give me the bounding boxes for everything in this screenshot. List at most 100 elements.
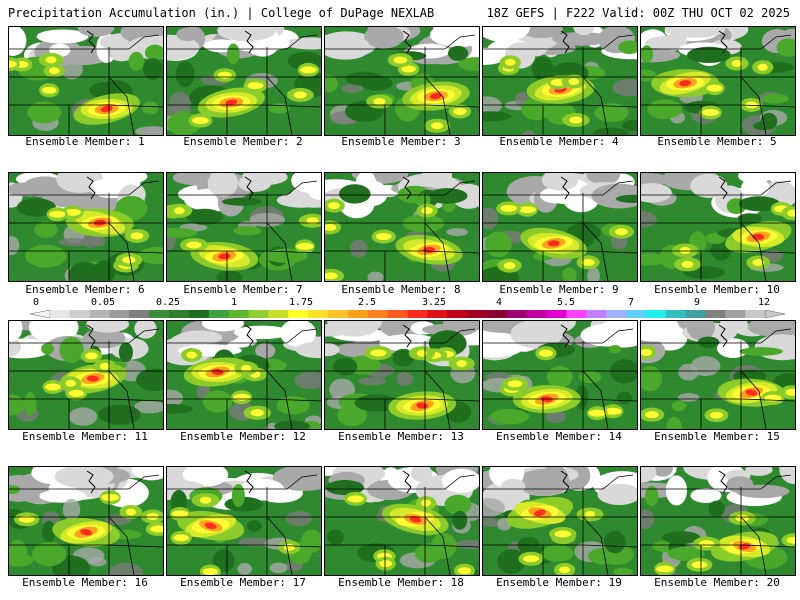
colorbar-tick-label: 1 (230, 297, 238, 308)
ensemble-member-panel (482, 26, 638, 136)
colorbar-swatch (347, 310, 369, 318)
ensemble-member-label: Ensemble Member: 11 (22, 430, 148, 443)
ensemble-member-label: Ensemble Member: 9 (499, 283, 619, 296)
ensemble-member-label: Ensemble Member: 5 (657, 135, 777, 148)
ensemble-member-label: Ensemble Member: 12 (180, 430, 306, 443)
colorbar-swatch (506, 310, 528, 318)
ensemble-member-panel (324, 26, 480, 136)
precip-map (641, 467, 795, 575)
ensemble-member-label: Ensemble Member: 3 (341, 135, 461, 148)
ensemble-member-label: Ensemble Member: 18 (338, 576, 464, 589)
colorbar-swatch (526, 310, 548, 318)
precip-map (167, 321, 321, 429)
colorbar-swatch (546, 310, 567, 318)
ensemble-member-label: Ensemble Member: 6 (25, 283, 145, 296)
colorbar-tick-label: 0.05 (90, 297, 116, 308)
ensemble-member-label: Ensemble Member: 4 (499, 135, 619, 148)
colorbar-swatch (626, 310, 647, 318)
colorbar-min-arrow (30, 310, 51, 318)
ensemble-member-label: Ensemble Member: 8 (341, 283, 461, 296)
colorbar-swatch (745, 310, 766, 318)
colorbar-swatch (486, 310, 508, 318)
ensemble-member-label: Ensemble Member: 2 (183, 135, 303, 148)
precip-map (483, 467, 637, 575)
colorbar-swatch (705, 310, 726, 318)
colorbar-swatch (129, 310, 150, 318)
run-valid-time: 18Z GEFS | F222 Valid: 00Z THU OCT 02 20… (486, 6, 790, 20)
colorbar-swatch (268, 310, 289, 318)
precip-map (641, 321, 795, 429)
colorbar-tick-label: 4 (495, 297, 503, 308)
ensemble-member-label: Ensemble Member: 7 (183, 283, 303, 296)
colorbar-swatch (208, 310, 230, 318)
colorbar-tick-label: 0 (32, 297, 40, 308)
ensemble-member-panel (166, 320, 322, 430)
colorbar-swatch (685, 310, 707, 318)
precip-map (325, 467, 479, 575)
colorbar-tick-label: 0.25 (155, 297, 181, 308)
colorbar-tick-label: 5.5 (556, 297, 576, 308)
ensemble-member-label: Ensemble Member: 14 (496, 430, 622, 443)
colorbar-swatch (645, 310, 667, 318)
colorbar-swatch (228, 310, 250, 318)
precip-map (167, 467, 321, 575)
precip-map (325, 27, 479, 135)
ensemble-member-panel (640, 466, 796, 576)
colorbar-swatch (149, 310, 170, 318)
ensemble-member-panel (640, 320, 796, 430)
colorbar-swatch (387, 310, 408, 318)
colorbar-swatch (169, 310, 190, 318)
colorbar-swatch (367, 310, 389, 318)
colorbar-tick-label: 12 (757, 297, 771, 308)
colorbar-tick-labels: 0 0.05 0.25 1 1.75 2.5 3.25 4 5.5 7 9 12 (0, 297, 800, 309)
colorbar-swatch (248, 310, 269, 318)
colorbar-swatch (427, 310, 448, 318)
ensemble-member-label: Ensemble Member: 20 (654, 576, 780, 589)
ensemble-member-panel (8, 320, 164, 430)
ensemble-member-label: Ensemble Member: 16 (22, 576, 148, 589)
colorbar-swatch (308, 310, 329, 318)
ensemble-member-label: Ensemble Member: 15 (654, 430, 780, 443)
ensemble-member-label: Ensemble Member: 19 (496, 576, 622, 589)
colorbar-swatch (725, 310, 746, 318)
precip-map (9, 321, 163, 429)
colorbar-swatch (328, 310, 349, 318)
ensemble-member-panel (324, 320, 480, 430)
colorbar-swatch (407, 310, 428, 318)
colorbar-tick-label: 7 (627, 297, 635, 308)
colorbar-swatch (566, 310, 587, 318)
precip-map (483, 27, 637, 135)
colorbar-swatch (586, 310, 607, 318)
colorbar-swatch (288, 310, 309, 318)
precip-map (9, 27, 163, 135)
colorbar-swatch (665, 310, 687, 318)
ensemble-member-label: Ensemble Member: 13 (338, 430, 464, 443)
colorbar-swatch (447, 310, 468, 318)
precip-map (325, 173, 479, 281)
ensemble-member-panel (166, 466, 322, 576)
precip-map (325, 321, 479, 429)
precip-map (483, 321, 637, 429)
colorbar-tick-label: 3.25 (421, 297, 447, 308)
ensemble-member-panel (8, 466, 164, 576)
ensemble-member-panel (324, 172, 480, 282)
precip-map (641, 173, 795, 281)
colorbar-tick-label: 1.75 (288, 297, 314, 308)
ensemble-member-panel (8, 26, 164, 136)
chart-title: Precipitation Accumulation (in.) | Colle… (8, 6, 435, 20)
ensemble-member-panel (324, 466, 480, 576)
ensemble-member-panel (640, 172, 796, 282)
precipitation-colorbar (30, 310, 785, 318)
ensemble-member-panel (166, 172, 322, 282)
colorbar-tick-label: 2.5 (357, 297, 377, 308)
precip-map (167, 27, 321, 135)
colorbar-tick-label: 9 (693, 297, 701, 308)
precip-map (167, 173, 321, 281)
ensemble-member-panel (482, 172, 638, 282)
colorbar-swatch (49, 310, 71, 318)
colorbar-max-arrow (764, 310, 785, 318)
ensemble-member-panel (8, 172, 164, 282)
colorbar-swatch (69, 310, 91, 318)
ensemble-member-label: Ensemble Member: 10 (654, 283, 780, 296)
colorbar-swatch (606, 310, 627, 318)
